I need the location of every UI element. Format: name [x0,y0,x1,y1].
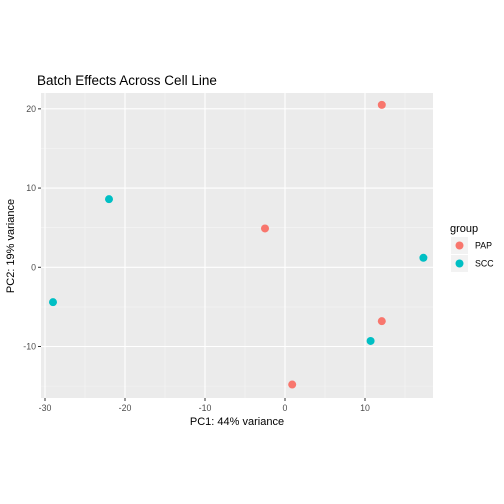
data-point-pap [288,380,297,389]
grid-minor [41,93,433,398]
x-axis: -30 -20 -10 0 10 [39,398,370,413]
data-points [49,100,428,389]
data-point-pap [377,317,386,326]
data-point-pap [261,224,269,233]
legend-key-pap [455,241,464,250]
chart-title: Batch Effects Across Cell Line [37,73,217,88]
y-axis-title: PC2: 19% variance [5,199,17,293]
x-tick-label: -10 [199,403,212,413]
x-tick-label: -20 [119,403,132,413]
legend-label-pap: PAP [475,241,492,251]
legend-key-scc [455,259,464,268]
data-point-scc [366,336,375,345]
data-point-scc [105,195,113,204]
legend-label-scc: SCC [475,259,494,269]
x-tick-label: 0 [283,403,288,413]
y-tick-label: 10 [26,183,36,193]
y-tick-label: -10 [23,342,36,352]
x-tick-label: 10 [360,403,370,413]
data-point-scc [419,253,428,262]
y-tick-label: 0 [31,262,36,272]
x-tick-label: -30 [39,403,52,413]
y-tick-label: 20 [26,104,36,114]
legend: group PAP SCC [450,223,494,272]
data-point-scc [49,298,57,307]
grid-major [41,93,433,398]
legend-items: PAP SCC [451,237,494,272]
y-axis: -10 0 10 20 [23,104,41,352]
x-axis-title: PC1: 44% variance [190,416,284,428]
plot-panel [41,93,433,398]
legend-title: group [450,223,478,235]
data-point-pap [377,100,386,109]
